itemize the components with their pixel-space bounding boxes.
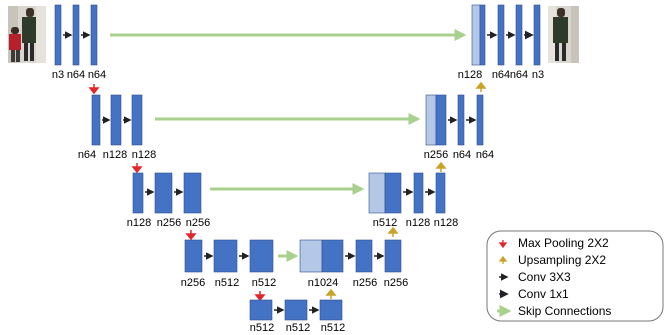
- output-image: [548, 6, 579, 63]
- feature-map-block: [435, 172, 446, 214]
- feature-map-block: [213, 239, 238, 273]
- max-pool-icon: [498, 240, 508, 249]
- legend-label: Upsampling 2X2: [518, 253, 606, 267]
- feature-map-block: [479, 4, 486, 66]
- feature-map-block: [457, 94, 465, 146]
- block-label: n512: [321, 322, 345, 334]
- block-label: n256: [384, 277, 408, 289]
- block-label: n256: [353, 277, 377, 289]
- feature-map-block: [183, 172, 202, 214]
- upsample-arrow: [387, 226, 399, 237]
- feature-map-block: [284, 299, 308, 321]
- level-4-decoder: n1024 n256 n256: [299, 239, 408, 289]
- legend-item-skip: Skip Connections: [497, 304, 611, 318]
- block-label: n3: [532, 69, 544, 81]
- legend-item-conv1x1: Conv 1x1: [499, 287, 569, 301]
- block-label: n512: [252, 277, 276, 289]
- feature-map-block: [384, 239, 402, 273]
- feature-map-block: [497, 4, 505, 66]
- feature-map-block: [90, 4, 98, 66]
- block-label: n256: [181, 277, 205, 289]
- feature-map-block: [435, 94, 447, 146]
- block-label: n128: [103, 149, 127, 161]
- legend-item-conv3x3: Conv 3X3: [499, 270, 571, 284]
- legend-label: Conv 3X3: [518, 270, 571, 284]
- block-label: n512: [286, 322, 310, 334]
- block-label: n512: [250, 322, 274, 334]
- level-1-encoder: n3 n64 n64: [52, 4, 106, 81]
- feature-map-block: [321, 239, 344, 273]
- level-2-decoder: n256 n64 n64: [424, 94, 494, 161]
- block-label: n64: [476, 149, 494, 161]
- upsample-icon: [498, 255, 508, 264]
- feature-map-block: [154, 172, 173, 214]
- block-label: n64: [453, 149, 471, 161]
- feature-map-block: [515, 4, 523, 66]
- feature-map-block: [319, 299, 343, 321]
- block-label: n256: [424, 149, 448, 161]
- block-label: n128: [434, 217, 458, 229]
- legend: Max Pooling 2X2 Upsampling 2X2 Conv 3X3 …: [486, 230, 664, 322]
- feature-map-block: [131, 94, 143, 146]
- concat-block: [368, 172, 386, 214]
- legend-item-upsample: Upsampling 2X2: [498, 253, 606, 267]
- block-label: n3: [52, 69, 64, 81]
- level-2-encoder: n64 n128 n128: [78, 94, 156, 161]
- feature-map-block: [72, 4, 80, 66]
- max-pool-arrow: [131, 163, 143, 174]
- block-label: n128: [458, 69, 482, 81]
- feature-map-block: [249, 299, 273, 321]
- block-label: n64: [88, 69, 106, 81]
- feature-map-block: [110, 94, 122, 146]
- feature-map-block: [132, 172, 144, 214]
- max-pool-arrow: [185, 230, 197, 241]
- concat-block: [299, 239, 323, 273]
- feature-map-block: [54, 4, 62, 66]
- block-label: n512: [373, 217, 397, 229]
- level-3-encoder: n128 n256 n256: [127, 172, 210, 229]
- block-label: n64: [78, 149, 96, 161]
- level-3-decoder: n512 n128 n128: [368, 172, 458, 229]
- upsample-arrow: [475, 81, 487, 92]
- block-label: n1024: [308, 277, 339, 289]
- legend-box: [486, 230, 664, 322]
- legend-label: Skip Connections: [518, 304, 611, 318]
- feature-map-block: [249, 239, 274, 273]
- feature-map-block: [476, 94, 484, 146]
- block-label: n128: [132, 149, 156, 161]
- max-pool-arrow: [88, 84, 100, 95]
- legend-label: Max Pooling 2X2: [518, 236, 609, 250]
- block-label: n64: [510, 69, 528, 81]
- upsample-arrow: [325, 288, 337, 299]
- block-label: n128: [406, 217, 430, 229]
- feature-map-block: [184, 239, 203, 273]
- input-image: [8, 6, 46, 63]
- block-label: n256: [157, 217, 181, 229]
- block-label: n128: [127, 217, 151, 229]
- upsample-arrow: [435, 161, 447, 172]
- block-label: n64: [492, 69, 510, 81]
- feature-map-block: [91, 94, 101, 146]
- feature-map-block: [355, 239, 373, 273]
- feature-map-block: [413, 172, 424, 214]
- concat-block: [471, 4, 481, 66]
- feature-map-block: [384, 172, 402, 214]
- level-1-decoder: n128 n64 n64 n3: [458, 4, 544, 81]
- block-label: n256: [186, 217, 210, 229]
- concat-block: [425, 94, 437, 146]
- block-label: n64: [67, 69, 85, 81]
- feature-map-block: [533, 4, 541, 66]
- level-5-bottleneck: n512 n512 n512: [249, 299, 345, 334]
- block-label: n512: [215, 277, 239, 289]
- legend-label: Conv 1x1: [518, 287, 569, 301]
- legend-item-max-pool: Max Pooling 2X2: [498, 236, 609, 250]
- max-pool-arrow: [254, 291, 266, 302]
- level-4-encoder: n256 n512 n512: [181, 239, 276, 289]
